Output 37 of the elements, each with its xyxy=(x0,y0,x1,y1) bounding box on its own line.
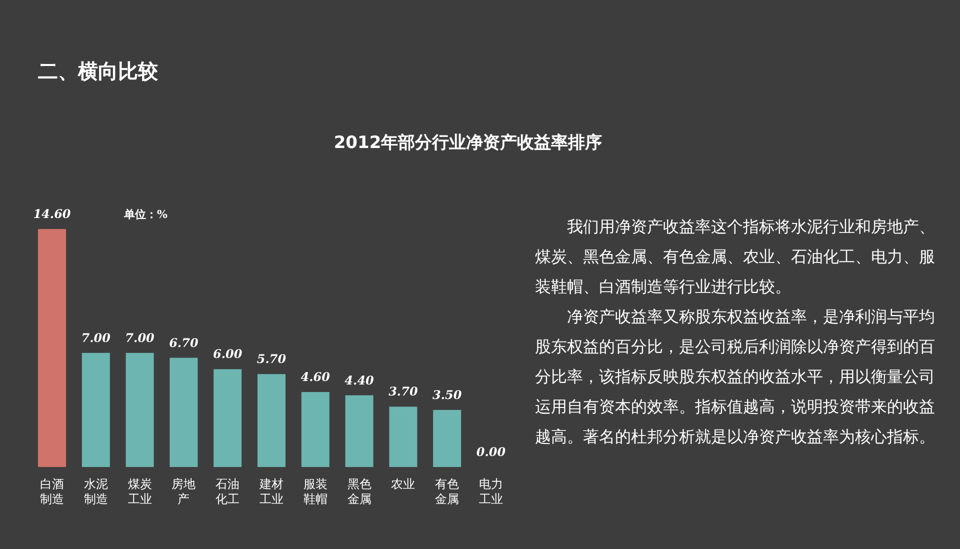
bar xyxy=(214,369,242,467)
x-tick-label: 农业 xyxy=(391,477,416,491)
text: 我们用净资产收益率这个指标将水泥行业和房地产、煤炭、黑色金属、有色金属、农业、石油化工、电力、服装鞋帽、白酒制造等行业进行比较。 xyxy=(535,216,935,298)
x-tick-label: 服装鞋帽 xyxy=(303,477,328,506)
bar xyxy=(126,352,154,467)
data-label: 6.70 xyxy=(169,336,199,350)
x-tick-label: 房地产 xyxy=(172,477,196,506)
data-label: 5.70 xyxy=(256,352,287,366)
data-label: 3.50 xyxy=(432,388,462,402)
data-label: 6.00 xyxy=(212,347,243,362)
bar xyxy=(38,229,66,467)
x-tick-label: 有色金属 xyxy=(435,477,460,506)
data-label: 4.60 xyxy=(300,370,331,384)
data-label: 7.00 xyxy=(125,330,156,345)
data-label: 0.00 xyxy=(476,445,506,459)
bar xyxy=(389,406,418,467)
data-label: 7.00 xyxy=(81,330,112,345)
text: 单位：% xyxy=(123,208,168,221)
text: 净资产收益率又称股东权益收益率，是净利润与平均股东权益的百分比，是公司税后利润除以净资产得到的百分比率，该指标反映股东权益的收益水平，用以衡量公司运用自有资本的效率。指标值越高，说明投资带来的收益越高。著名的杜邦分析就是以净资产收益率为核心指标。 xyxy=(535,306,935,448)
bar xyxy=(433,410,462,467)
data-label: 14.60 xyxy=(33,207,72,221)
bar xyxy=(82,352,110,467)
bar xyxy=(258,374,286,467)
x-tick-label: 煤炭工业 xyxy=(128,477,152,506)
bar xyxy=(345,395,374,467)
text: 二、横向比较 xyxy=(38,59,159,83)
x-tick-label: 石油化工 xyxy=(216,477,240,506)
bar xyxy=(170,358,198,467)
x-tick-label: 电力工业 xyxy=(479,477,503,506)
x-tick-label: 水泥制造 xyxy=(84,477,108,506)
data-label: 4.40 xyxy=(344,373,375,388)
data-label: 3.70 xyxy=(388,384,418,399)
chart-title: 2012年部分行业净资产收益率排序 xyxy=(334,133,602,153)
bar xyxy=(301,392,330,467)
x-tick-label: 建材工业 xyxy=(258,477,284,506)
x-tick-label: 白酒制造 xyxy=(40,477,64,506)
x-tick-label: 黑色金属 xyxy=(347,477,372,506)
